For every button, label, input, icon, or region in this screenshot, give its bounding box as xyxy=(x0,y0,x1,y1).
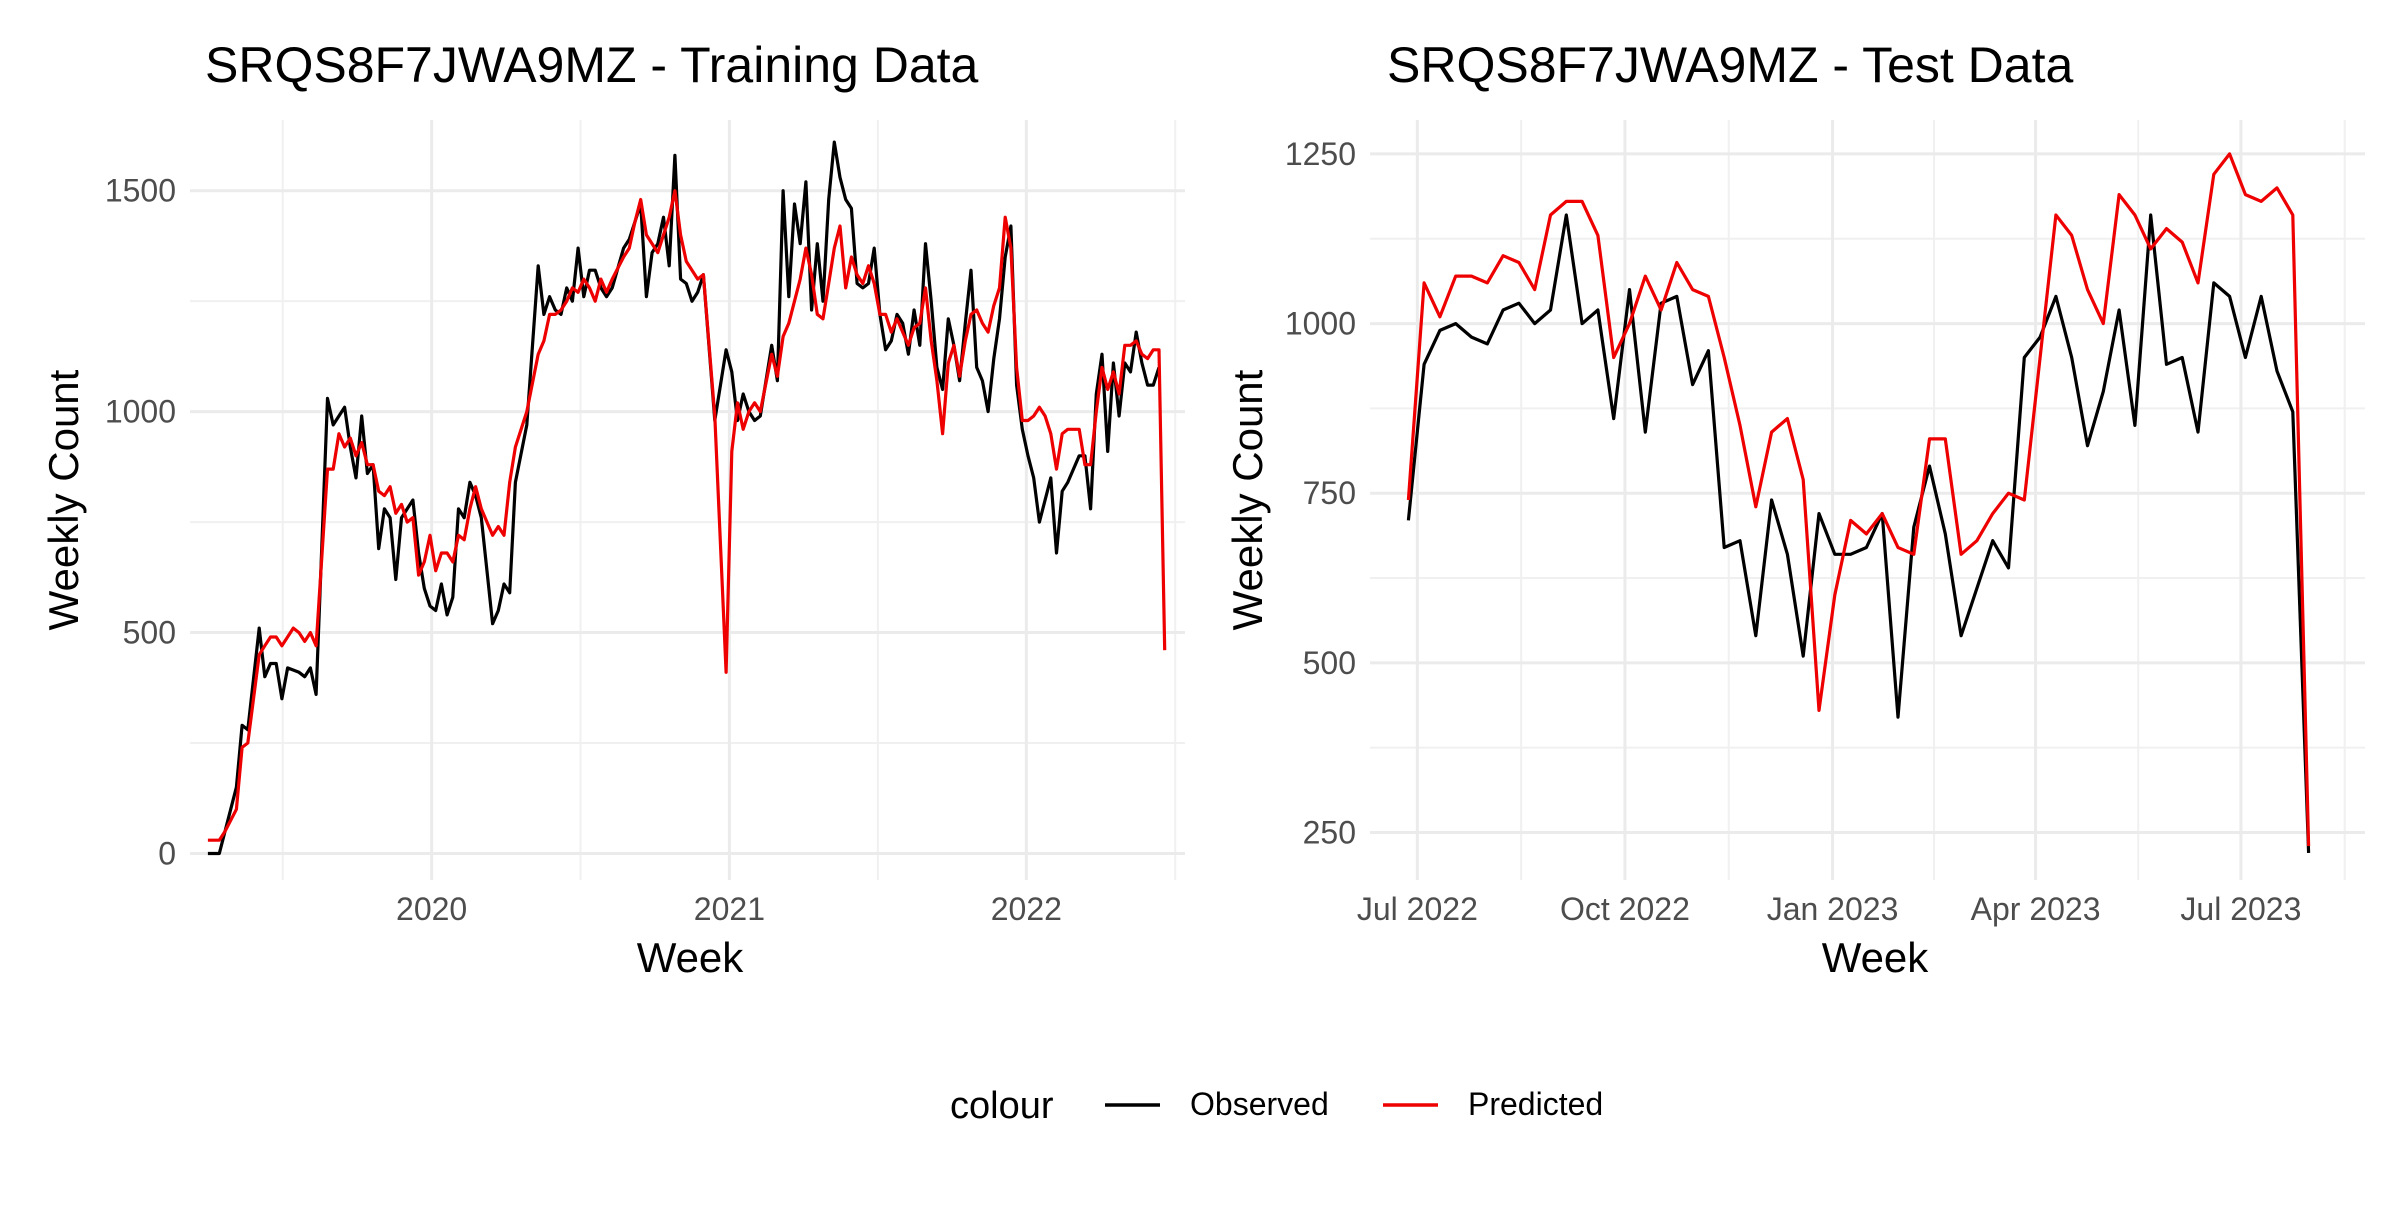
chart-1-y-axis-label: Weekly Count xyxy=(1224,369,1271,630)
legend-label-predicted: Predicted xyxy=(1468,1086,1603,1122)
chart-0-title: SRQS8F7JWA9MZ - Training Data xyxy=(205,37,979,93)
chart-1-series-observed-line xyxy=(1406,213,2311,853)
chart-0-series-predicted-line xyxy=(207,189,1167,842)
chart-1-x-tick-label: Jan 2023 xyxy=(1767,891,1899,927)
chart-0-y-tick-label: 1000 xyxy=(105,394,176,430)
chart-1-grid xyxy=(1370,120,2365,880)
chart-1-x-tick-label: Jul 2023 xyxy=(2180,891,2301,927)
chart-0-y-tick-label: 500 xyxy=(123,615,176,651)
legend-label-observed: Observed xyxy=(1190,1086,1329,1122)
chart-1-y-tick-label: 250 xyxy=(1303,815,1356,851)
chart-0-x-axis-label: Week xyxy=(637,934,745,981)
chart-1-y-tick-label: 750 xyxy=(1303,475,1356,511)
chart-0-x-tick-label: 2021 xyxy=(694,891,765,927)
chart-0-x-tick-label: 2020 xyxy=(396,891,467,927)
chart-1-y-tick-label: 1250 xyxy=(1285,136,1356,172)
chart-1-title: SRQS8F7JWA9MZ - Test Data xyxy=(1387,37,2073,93)
chart-1-x-tick-label: Oct 2022 xyxy=(1560,891,1690,927)
chart-0-y-tick-label: 1500 xyxy=(105,173,176,209)
chart-1-x-tick-label: Apr 2023 xyxy=(1971,891,2101,927)
chart-1-y-tick-label: 1000 xyxy=(1285,306,1356,342)
legend-title: colour xyxy=(950,1085,1054,1127)
chart-0-y-tick-label: 0 xyxy=(158,835,176,871)
test-data-panel: 250 500 750 1000 1250 Jul 2022 Oct 2022 Jan 202… xyxy=(1224,37,2365,981)
legend: colour Observed Predicted xyxy=(950,1085,1603,1127)
training-data-panel: 0 500 1000 1500 2020 2021 2022 SRQS8F7JWA9MZ - … xyxy=(40,37,1185,981)
chart-1-series-predicted-line xyxy=(1406,152,2311,847)
chart-1-x-tick-label: Jul 2022 xyxy=(1357,891,1478,927)
chart-1-y-tick-label: 500 xyxy=(1303,645,1356,681)
chart-1-x-axis-label: Week xyxy=(1822,934,1930,981)
chart-0-y-axis-label: Weekly Count xyxy=(40,369,87,630)
chart-0-x-tick-label: 2022 xyxy=(991,891,1062,927)
